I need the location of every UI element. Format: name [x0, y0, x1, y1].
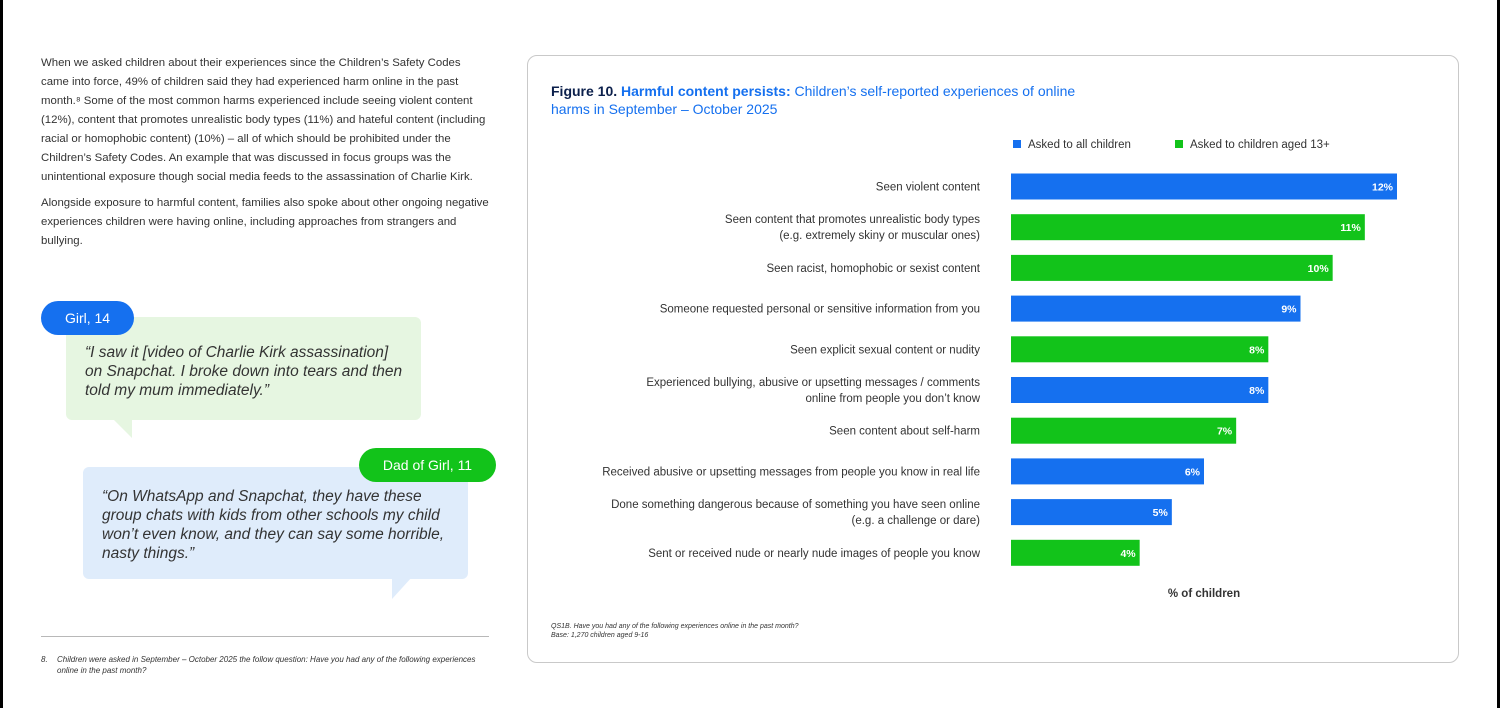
bar-value-label: 6%	[1185, 466, 1201, 478]
figure-bold-title: Harmful content persists:	[621, 83, 791, 99]
category-label: Seen explicit sexual content or nudity	[790, 344, 980, 356]
source-base: Base: 1,270 children aged 9-16	[551, 631, 649, 639]
bar-chart: Asked to all children Asked to children a…	[602, 139, 1397, 600]
bar	[1011, 539, 1140, 566]
category-label: Someone requested personal or sensitive …	[660, 304, 980, 316]
legend-label-13plus: Asked to children aged 13+	[1190, 139, 1330, 151]
quote-text: “I saw it [video of Charlie Kirk assassi…	[85, 344, 403, 399]
bar	[1011, 336, 1269, 363]
bar	[1011, 254, 1333, 281]
body-paragraph-1: When we asked children about their exper…	[41, 57, 486, 183]
category-label: Received abusive or upsetting messages f…	[602, 466, 980, 478]
category-label: (e.g. extremely skiny or muscular ones)	[779, 230, 980, 242]
category-label: Sent or received nude or nearly nude ima…	[648, 548, 980, 560]
bar-value-label: 12%	[1372, 182, 1394, 194]
bar	[1011, 214, 1365, 241]
figure-number: Figure 10.	[551, 83, 618, 99]
quote-bubble-tail	[112, 418, 132, 438]
footnote-divider	[41, 636, 489, 637]
bar-value-label: 8%	[1249, 385, 1265, 397]
body-text: When we asked children about their exper…	[41, 54, 491, 258]
bar	[1011, 377, 1269, 403]
quote-bubble-dad: “On WhatsApp and Snapchat, they have the…	[83, 467, 468, 599]
bar	[1011, 458, 1204, 485]
footnote-text: Children were asked in September – Octob…	[57, 655, 476, 675]
speaker-tag-girl: Girl, 14	[41, 301, 134, 335]
bar-value-label: 4%	[1120, 548, 1136, 560]
figure-subtitle: Children’s self-reported experiences of …	[551, 83, 1076, 117]
category-label: (e.g. a challenge or dare)	[852, 515, 981, 527]
bar	[1011, 417, 1237, 444]
legend-label-all: Asked to all children	[1028, 139, 1131, 151]
bar-value-label: 7%	[1217, 426, 1233, 438]
body-paragraph-2: Alongside exposure to harmful content, f…	[41, 197, 489, 247]
legend-swatch-all	[1013, 140, 1021, 148]
legend-swatch-13plus	[1175, 140, 1183, 148]
category-label: Seen racist, homophobic or sexist conten…	[766, 263, 980, 275]
quote-bubble-girl: “I saw it [video of Charlie Kirk assassi…	[66, 317, 421, 438]
bar-value-label: 10%	[1308, 263, 1330, 275]
category-label: Seen content about self-harm	[829, 426, 980, 438]
bar	[1011, 173, 1397, 200]
figure-source: QS1B. Have you had any of the following …	[551, 623, 951, 640]
bar-value-label: 11%	[1340, 222, 1361, 234]
category-label: Experienced bullying, abusive or upsetti…	[646, 377, 980, 389]
quote-text: “On WhatsApp and Snapchat, they have the…	[102, 488, 445, 562]
footnote: 8. Children were asked in September – Oc…	[41, 654, 491, 676]
x-axis-label: % of children	[1168, 588, 1240, 600]
category-label: online from people you don’t know	[805, 393, 980, 405]
category-label: Seen content that promotes unrealistic b…	[725, 214, 980, 226]
speaker-tag-dad: Dad of Girl, 11	[359, 448, 496, 482]
quote-bubble-tail	[392, 577, 412, 599]
category-label: Seen violent content	[876, 182, 981, 194]
figure-title: Figure 10. Harmful content persists: Chi…	[551, 82, 1111, 118]
bar-value-label: 5%	[1153, 507, 1169, 519]
bar	[1011, 295, 1301, 322]
figure-card	[527, 55, 1459, 663]
bar	[1011, 499, 1172, 526]
source-question: QS1B. Have you had any of the following …	[551, 623, 799, 630]
category-label: Done something dangerous because of some…	[611, 499, 980, 511]
bar-value-label: 9%	[1281, 304, 1297, 316]
bar-value-label: 8%	[1249, 344, 1265, 356]
footnote-number: 8.	[41, 655, 48, 664]
